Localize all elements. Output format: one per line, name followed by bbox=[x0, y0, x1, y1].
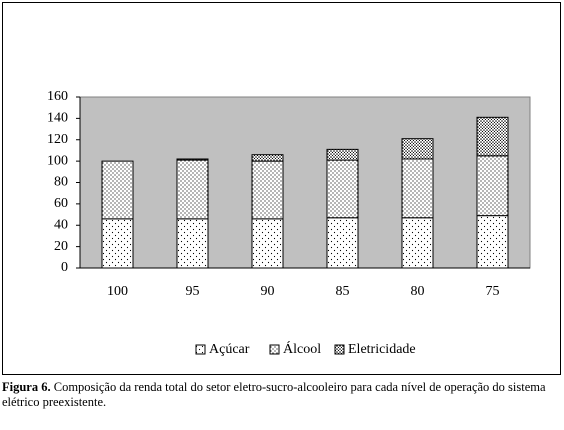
legend-swatch bbox=[334, 344, 345, 355]
bar-segment bbox=[251, 218, 284, 269]
legend-label: Eletricidade bbox=[348, 342, 416, 357]
x-tick-label: 85 bbox=[336, 284, 350, 299]
bar-segment bbox=[251, 154, 284, 162]
y-tick-label: 160 bbox=[47, 89, 68, 104]
x-tick-label: 100 bbox=[107, 284, 128, 299]
y-tick-label: 0 bbox=[61, 260, 68, 275]
legend-swatch bbox=[269, 344, 280, 355]
y-tick-label: 20 bbox=[54, 239, 68, 254]
caption: Figura 6. Composição da renda total do s… bbox=[2, 380, 558, 410]
y-tick-label: 140 bbox=[47, 111, 68, 126]
bar-segment bbox=[101, 218, 134, 269]
legend-label: Álcool bbox=[283, 340, 321, 357]
bar-segment bbox=[176, 158, 209, 161]
bar-segment bbox=[401, 158, 434, 219]
bar-segment bbox=[176, 159, 209, 220]
x-tick-label: 90 bbox=[261, 284, 275, 299]
bar-segment bbox=[176, 218, 209, 269]
bar-segment bbox=[326, 148, 359, 161]
bar-segment bbox=[401, 217, 434, 269]
caption-label: Figura 6. bbox=[2, 380, 51, 394]
y-tick-label: 40 bbox=[54, 217, 68, 232]
bar-segment bbox=[476, 116, 509, 157]
x-tick-label: 95 bbox=[186, 284, 200, 299]
y-tick-label: 100 bbox=[47, 153, 68, 168]
plot-area bbox=[79, 96, 531, 269]
bar-segment bbox=[326, 217, 359, 269]
y-tick-label: 80 bbox=[54, 175, 68, 190]
y-tick-label: 60 bbox=[54, 196, 68, 211]
bar-segment bbox=[476, 155, 509, 217]
caption-text: Composição da renda total do setor eletr… bbox=[2, 380, 546, 409]
bar-segment bbox=[326, 159, 359, 219]
bar-segment bbox=[476, 215, 509, 269]
legend-swatch bbox=[195, 344, 206, 355]
y-tick-label: 120 bbox=[47, 132, 68, 147]
x-tick-label: 80 bbox=[411, 284, 425, 299]
bar-segment bbox=[251, 160, 284, 220]
bar-segment bbox=[101, 160, 134, 220]
bar-segment bbox=[401, 138, 434, 160]
x-tick-label: 75 bbox=[486, 284, 500, 299]
legend-label: Açúcar bbox=[209, 342, 250, 357]
chart: 0 20 40 60 80 100 120 140 160 100 95 90 85 80 75 Açúcar… bbox=[2, 2, 561, 375]
